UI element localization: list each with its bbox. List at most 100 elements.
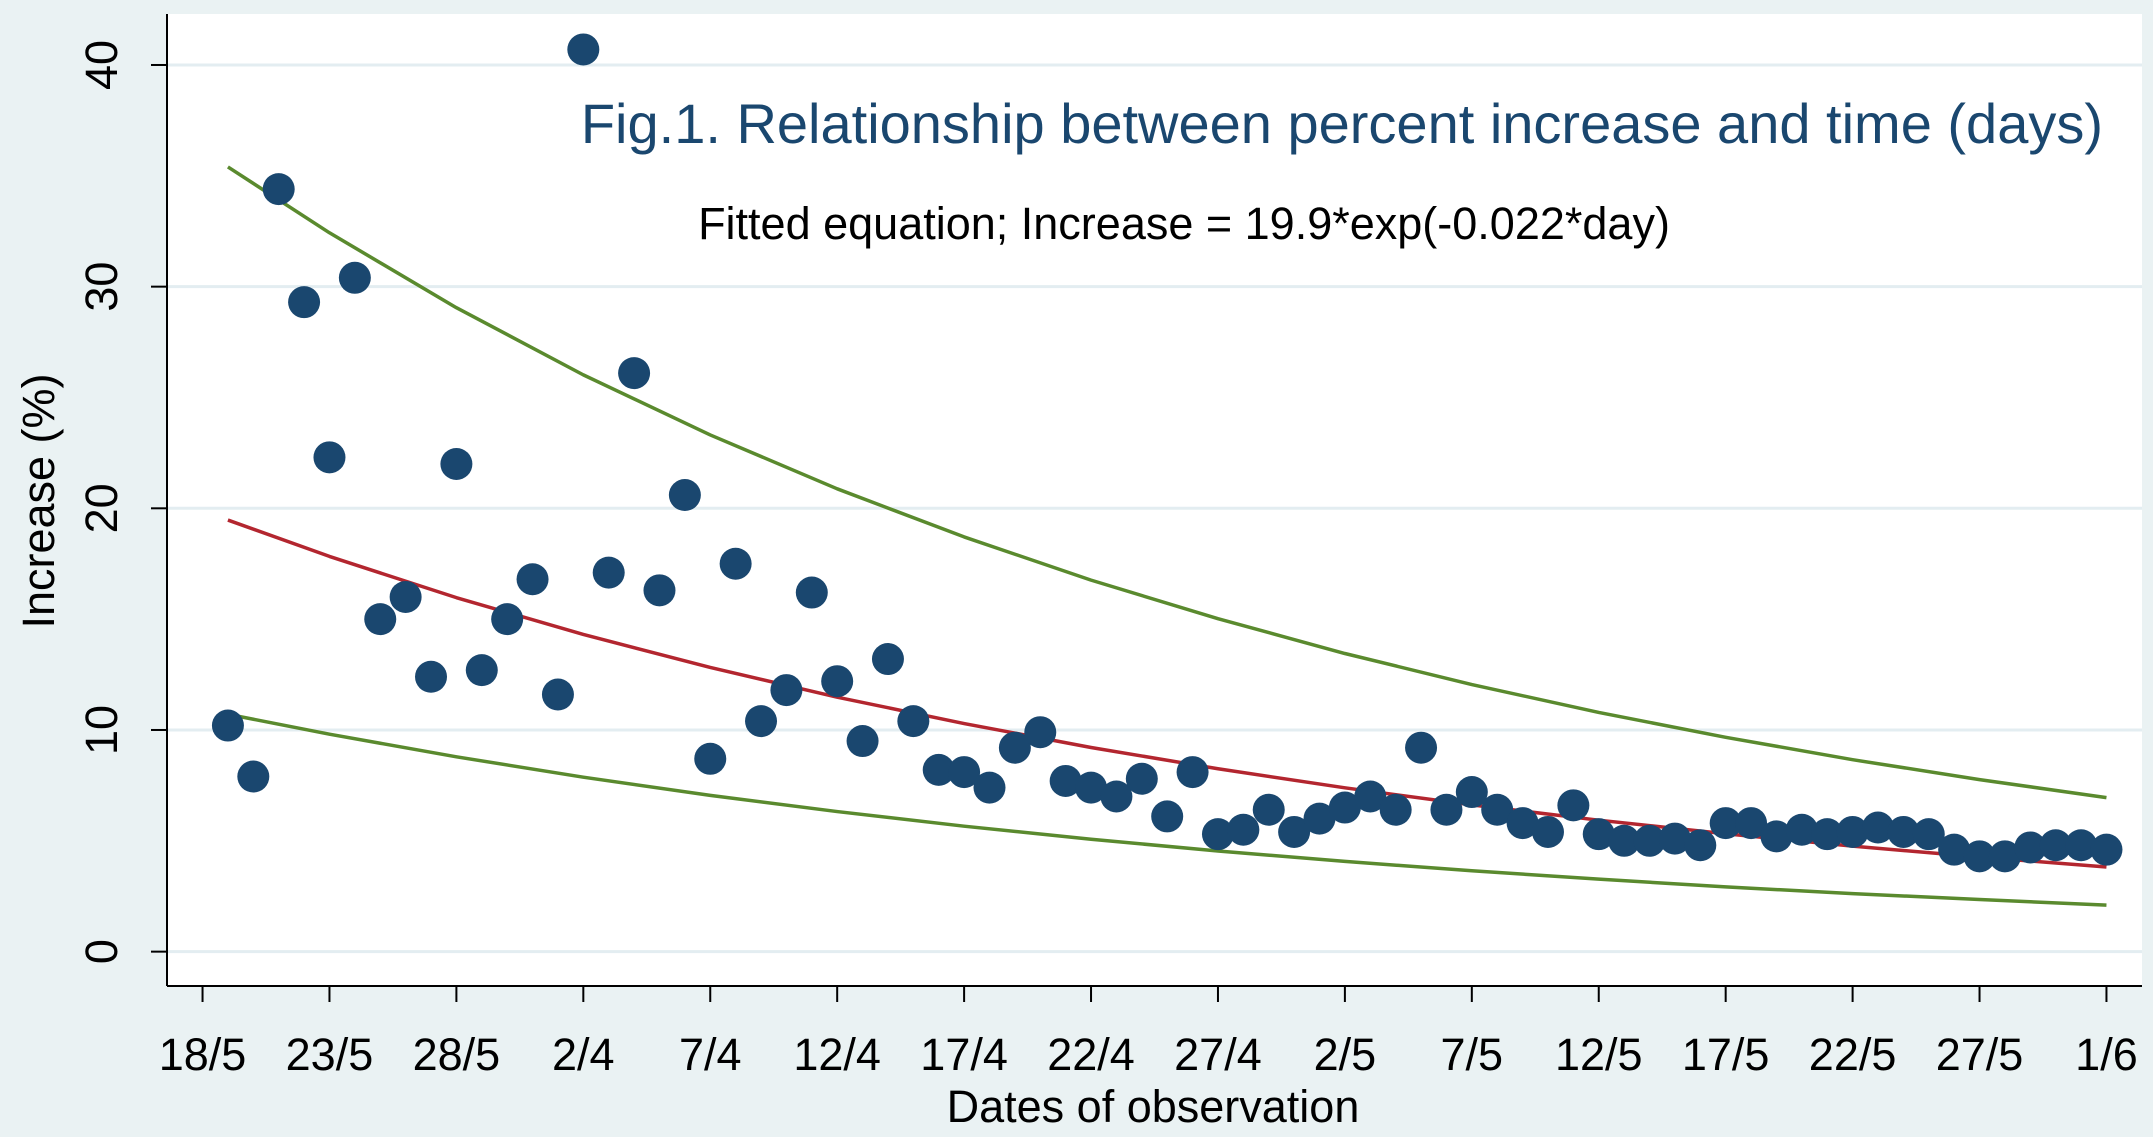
point xyxy=(1024,716,1057,749)
point xyxy=(745,705,778,738)
point xyxy=(338,261,371,294)
x-tick-label: 28/5 xyxy=(413,1029,501,1080)
point xyxy=(795,576,828,609)
point xyxy=(821,665,854,698)
point xyxy=(668,479,701,512)
point xyxy=(1430,793,1463,826)
point xyxy=(1735,807,1768,840)
point xyxy=(389,580,422,613)
point xyxy=(1709,807,1742,840)
point xyxy=(871,643,904,676)
point xyxy=(1608,824,1641,857)
x-tick-label: 22/5 xyxy=(1809,1029,1897,1080)
x-tick-label: 27/4 xyxy=(1174,1029,1262,1080)
x-tick-label: 12/4 xyxy=(793,1029,881,1080)
point xyxy=(897,705,930,738)
x-tick-label: 17/5 xyxy=(1682,1029,1770,1080)
point xyxy=(1531,815,1564,848)
point xyxy=(262,173,295,206)
point xyxy=(1379,793,1412,826)
axes: 0 10 20 30 40 18/5 23/5 28/5 2/4 7/4 12/4 17/4 22/4 2… xyxy=(76,14,2142,1080)
chart-subtitle: Fitted equation; Increase = 19.9*exp(-0.… xyxy=(698,198,1670,249)
point xyxy=(998,731,1031,764)
point xyxy=(922,753,955,786)
point xyxy=(288,286,321,319)
y-tick-label: 20 xyxy=(76,483,127,533)
point xyxy=(1278,815,1311,848)
point xyxy=(1354,780,1387,813)
point xyxy=(1887,815,1920,848)
chart-title: Fig.1. Relationship between percent incr… xyxy=(581,92,2103,155)
point xyxy=(1481,793,1514,826)
point xyxy=(1938,833,1971,866)
x-tick-label: 23/5 xyxy=(286,1029,374,1080)
x-tick-label: 1/6 xyxy=(2075,1029,2138,1080)
x-tick-label: 12/5 xyxy=(1555,1029,1643,1080)
point xyxy=(1455,776,1488,809)
point xyxy=(1836,815,1869,848)
y-tick-label: 0 xyxy=(76,939,127,964)
point xyxy=(211,709,244,742)
point xyxy=(1328,791,1361,824)
point xyxy=(1100,780,1133,813)
x-tick-label: 17/4 xyxy=(920,1029,1008,1080)
point xyxy=(1861,811,1894,844)
point xyxy=(541,678,574,711)
x-tick-label: 2/5 xyxy=(1314,1029,1377,1080)
y-axis-label: Increase (%) xyxy=(13,373,64,628)
point xyxy=(1658,822,1691,855)
point xyxy=(364,603,397,636)
point xyxy=(694,742,727,775)
point xyxy=(973,771,1006,804)
x-tick-label: 7/4 xyxy=(679,1029,742,1080)
point xyxy=(592,556,625,589)
point xyxy=(516,563,549,596)
point xyxy=(948,756,981,789)
point xyxy=(2065,829,2098,862)
marks xyxy=(211,33,2123,907)
point xyxy=(1582,818,1615,851)
point xyxy=(1252,793,1285,826)
point xyxy=(491,603,524,636)
point xyxy=(1125,762,1158,795)
y-tick-label: 30 xyxy=(76,262,127,312)
point xyxy=(719,547,752,580)
x-tick-label: 27/5 xyxy=(1936,1029,2024,1080)
point xyxy=(618,357,651,390)
point xyxy=(1988,840,2021,873)
fit-line xyxy=(227,712,2107,907)
point xyxy=(2014,831,2047,864)
point xyxy=(2039,829,2072,862)
x-axis-label: Dates of observation xyxy=(947,1081,1360,1132)
point xyxy=(1785,813,1818,846)
point xyxy=(415,660,448,693)
point xyxy=(770,674,803,707)
point xyxy=(313,441,346,474)
x-tick-label: 22/4 xyxy=(1047,1029,1135,1080)
point xyxy=(1176,756,1209,789)
point xyxy=(1684,829,1717,862)
point xyxy=(1760,820,1793,853)
point xyxy=(1075,771,1108,804)
point xyxy=(846,725,879,758)
point xyxy=(1912,818,1945,851)
point xyxy=(1201,818,1234,851)
point xyxy=(1811,818,1844,851)
point xyxy=(1405,731,1438,764)
point xyxy=(237,760,270,793)
point xyxy=(567,33,600,66)
point xyxy=(1506,807,1539,840)
point xyxy=(1227,813,1260,846)
point xyxy=(440,447,473,480)
point xyxy=(1303,802,1336,835)
point xyxy=(465,654,498,687)
grid xyxy=(167,63,2142,954)
y-tick-label: 10 xyxy=(76,705,127,755)
point xyxy=(1963,840,1996,873)
point xyxy=(1633,824,1666,857)
x-tick-label: 7/5 xyxy=(1441,1029,1504,1080)
point xyxy=(1557,789,1590,822)
fit-line xyxy=(226,165,2107,800)
